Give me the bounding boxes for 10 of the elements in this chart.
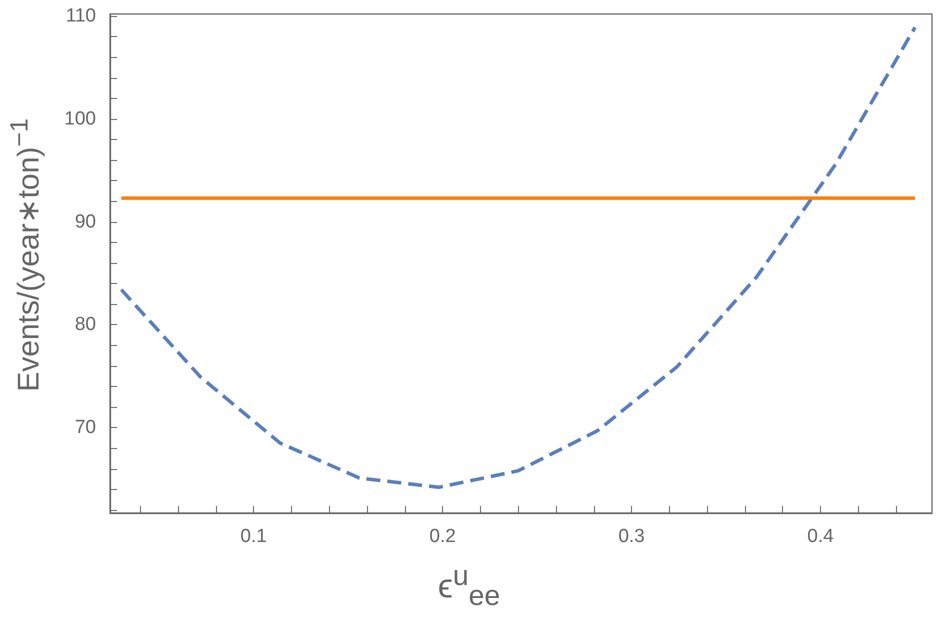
y-tick-label: 90 [74,211,96,232]
y-tick-label: 110 [66,6,96,27]
y-tick-label: 70 [74,417,96,438]
y-tick-label: 100 [64,108,96,130]
x-tick-label: 0.2 [429,526,456,547]
line-series [120,26,917,490]
x-tick-label: 0.4 [807,526,834,547]
x-tick-label: 0.3 [618,526,645,547]
y-tick-label: 80 [74,314,96,336]
x-tick-label: 0.1 [240,526,267,547]
